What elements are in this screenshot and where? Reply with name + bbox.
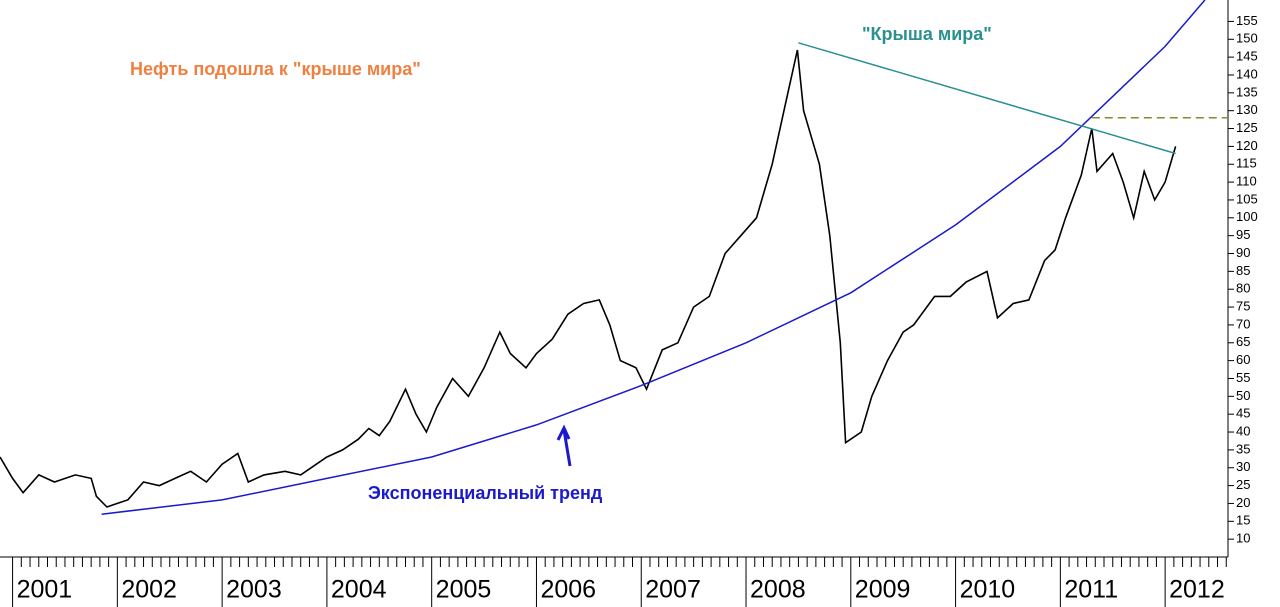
y-tick-label: 145 — [1236, 49, 1258, 64]
x-tick-label: 2005 — [436, 576, 492, 604]
x-tick-label: 2003 — [226, 576, 282, 604]
x-tick-label: 2010 — [960, 576, 1016, 604]
y-tick-label: 90 — [1236, 245, 1250, 260]
x-tick-label: 2012 — [1169, 576, 1225, 604]
annotation: Нефть подошла к "крыше мира" — [130, 59, 421, 79]
y-tick-label: 65 — [1236, 334, 1250, 349]
annotation: "Крыша мира" — [862, 24, 992, 44]
y-tick-label: 35 — [1236, 441, 1250, 456]
arrow — [556, 424, 572, 467]
x-tick-label: 2006 — [540, 576, 596, 604]
series-line — [798, 42, 1176, 155]
y-tick-label: 150 — [1236, 31, 1258, 46]
y-tick-label: 10 — [1236, 531, 1250, 546]
y-tick-label: 75 — [1236, 299, 1250, 314]
series-line — [0, 49, 1177, 508]
series-line — [101, 0, 1206, 515]
x-tick-label: 2008 — [750, 576, 806, 604]
y-tick-label: 15 — [1236, 513, 1250, 528]
y-tick-label: 100 — [1236, 209, 1258, 224]
y-tick-label: 45 — [1236, 406, 1250, 421]
x-tick-label: 2009 — [855, 576, 911, 604]
y-tick-label: 25 — [1236, 477, 1250, 492]
y-tick-label: 110 — [1236, 174, 1257, 189]
y-tick-label: 50 — [1236, 388, 1250, 403]
y-tick-label: 140 — [1236, 66, 1258, 81]
x-tick-label: 2007 — [645, 576, 701, 604]
y-tick-label: 125 — [1236, 120, 1258, 135]
y-tick-label: 130 — [1236, 102, 1258, 117]
y-tick-label: 40 — [1236, 423, 1250, 438]
y-tick-label: 95 — [1236, 227, 1250, 242]
y-tick-label: 120 — [1236, 138, 1258, 153]
y-tick-label: 80 — [1236, 281, 1250, 296]
y-tick-label: 60 — [1236, 352, 1250, 367]
y-tick-label: 55 — [1236, 370, 1250, 385]
x-tick-label: 2004 — [331, 576, 387, 604]
y-tick-label: 105 — [1236, 191, 1258, 206]
y-tick-label: 115 — [1236, 156, 1257, 171]
y-tick-label: 70 — [1236, 316, 1250, 331]
x-tick-label: 2002 — [121, 576, 177, 604]
y-tick-label: 155 — [1236, 13, 1258, 28]
y-tick-label: 30 — [1236, 459, 1250, 474]
y-tick-label: 85 — [1236, 263, 1250, 278]
y-tick-label: 20 — [1236, 495, 1250, 510]
y-tick-label: 135 — [1236, 84, 1258, 99]
x-tick-label: 2001 — [17, 576, 73, 604]
annotation: Экспоненциальный тренд — [368, 483, 603, 503]
x-tick-label: 2011 — [1064, 576, 1118, 604]
